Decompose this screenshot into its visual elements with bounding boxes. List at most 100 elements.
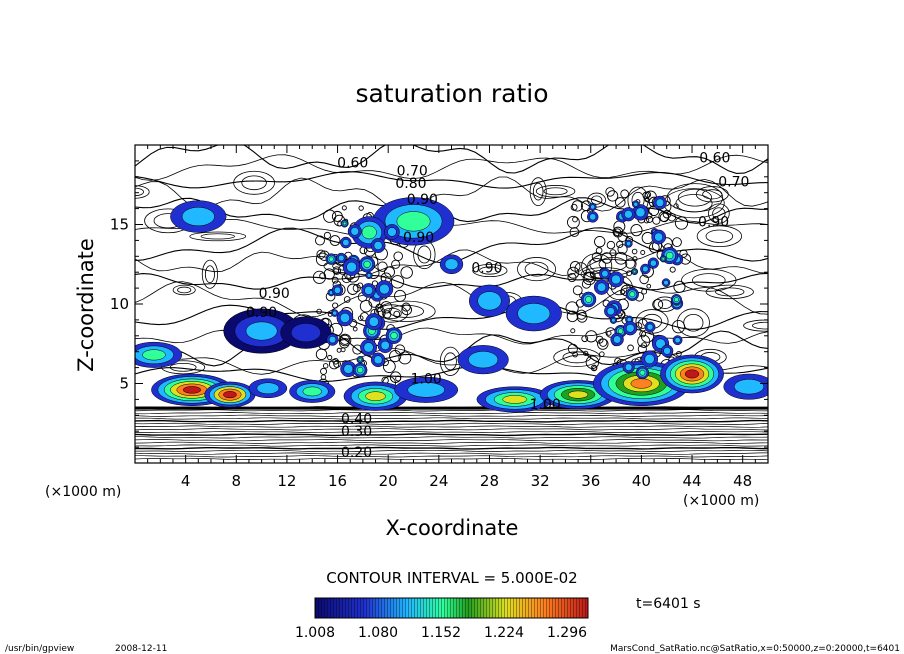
turbulent-contour (322, 363, 329, 369)
saturation-region (342, 239, 350, 247)
turbulent-contour (338, 333, 352, 347)
x-tick-label: 44 (682, 472, 701, 490)
turbulent-contour (394, 289, 407, 302)
contour-line (135, 441, 768, 444)
turbulent-contour (572, 285, 583, 296)
colorbar (314, 597, 589, 619)
saturation-region (630, 378, 653, 389)
saturation-region (568, 390, 589, 399)
contour-loop (241, 175, 267, 191)
turbulent-contour (662, 209, 672, 219)
turbulent-contour (582, 271, 596, 286)
saturation-region (642, 265, 649, 273)
saturation-region (502, 395, 528, 404)
turbulent-contour (333, 360, 341, 368)
turbulent-contour (571, 200, 583, 212)
contour-label: 0.90 (407, 192, 438, 208)
turbulent-contour (643, 218, 650, 224)
saturation-region (364, 286, 374, 295)
contour-line (135, 457, 768, 461)
contour-loop (189, 231, 247, 242)
turbulent-contour (371, 280, 378, 287)
colorbar-tick-label: 1.080 (358, 625, 398, 641)
contour-label: 0.90 (259, 286, 290, 302)
turbulent-contour (323, 231, 331, 240)
contour-loop (715, 287, 745, 297)
contour-line (135, 154, 768, 181)
turbulent-contour (630, 224, 643, 237)
turbulent-contour (332, 358, 339, 365)
saturation-region (673, 297, 679, 303)
contour-line (135, 452, 768, 455)
saturation-region (733, 379, 765, 395)
footer-program: /usr/bin/gpview (5, 644, 74, 654)
turbulent-contour (331, 210, 343, 222)
saturation-region (182, 386, 202, 394)
turbulent-contour (389, 349, 402, 363)
turbulent-contour (382, 360, 396, 373)
contour-loop (681, 268, 737, 292)
turbulent-contour (339, 334, 350, 345)
colorbar-tick-label: 1.008 (295, 625, 335, 641)
turbulent-contour (398, 351, 412, 365)
turbulent-contour (609, 249, 617, 257)
turbulent-contour (323, 209, 337, 223)
saturation-region (585, 296, 592, 303)
contour-line (135, 281, 768, 318)
saturation-region (517, 303, 551, 324)
contour-loop (692, 273, 726, 288)
contour-loop (705, 229, 734, 243)
turbulent-contour (574, 262, 588, 276)
contour-line (135, 430, 768, 434)
contour-loop (443, 352, 457, 371)
turbulent-contour (341, 205, 347, 211)
turbulent-contour (590, 272, 596, 278)
contour-loop (751, 321, 768, 330)
turbulent-contour (644, 197, 650, 203)
saturation-region (245, 321, 278, 341)
contour-line (135, 436, 768, 439)
y-tick-label: 15 (110, 216, 129, 234)
saturation-region (328, 256, 334, 262)
saturation-region (635, 207, 646, 218)
turbulent-contour (617, 231, 628, 242)
turbulent-contour (646, 283, 652, 289)
chart-title: saturation ratio (355, 79, 548, 108)
turbulent-contour (567, 215, 580, 229)
turbulent-contour (390, 275, 405, 289)
saturation-region (606, 307, 615, 316)
y-tick-label: 10 (110, 295, 129, 313)
saturation-region (390, 332, 398, 340)
x-tick-label: 12 (277, 472, 296, 490)
turbulent-contour (565, 301, 579, 315)
turbulent-contour (599, 338, 608, 347)
contour-label: 1.00 (530, 397, 561, 413)
contour-line (135, 412, 768, 415)
saturation-region (363, 260, 371, 268)
contour-loop (532, 182, 544, 201)
turbulent-contour (393, 251, 403, 262)
turbulent-contour (605, 187, 615, 197)
turbulent-contour (601, 252, 613, 264)
turbulent-contour (637, 344, 647, 354)
turbulent-contour (641, 288, 648, 295)
turbulent-contour (401, 304, 412, 316)
colorbar-tick-label: 1.296 (547, 625, 587, 641)
footer-date: 2008-12-11 (115, 644, 167, 654)
x-tick-label: 16 (328, 472, 347, 490)
saturation-region (601, 270, 609, 278)
saturation-region (625, 323, 635, 333)
saturation-region (596, 282, 607, 292)
turbulent-contour (627, 344, 634, 352)
saturation-region (661, 257, 665, 261)
x-tick-label: 4 (181, 472, 191, 490)
saturation-region (684, 369, 700, 379)
x-unit-right: (×1000 m) (683, 493, 759, 509)
saturation-region (302, 386, 322, 397)
contour-loop (204, 265, 215, 284)
saturation-region (339, 312, 350, 323)
turbulent-contour (316, 308, 322, 315)
saturation-region (387, 227, 397, 237)
contour-loop (677, 188, 712, 207)
